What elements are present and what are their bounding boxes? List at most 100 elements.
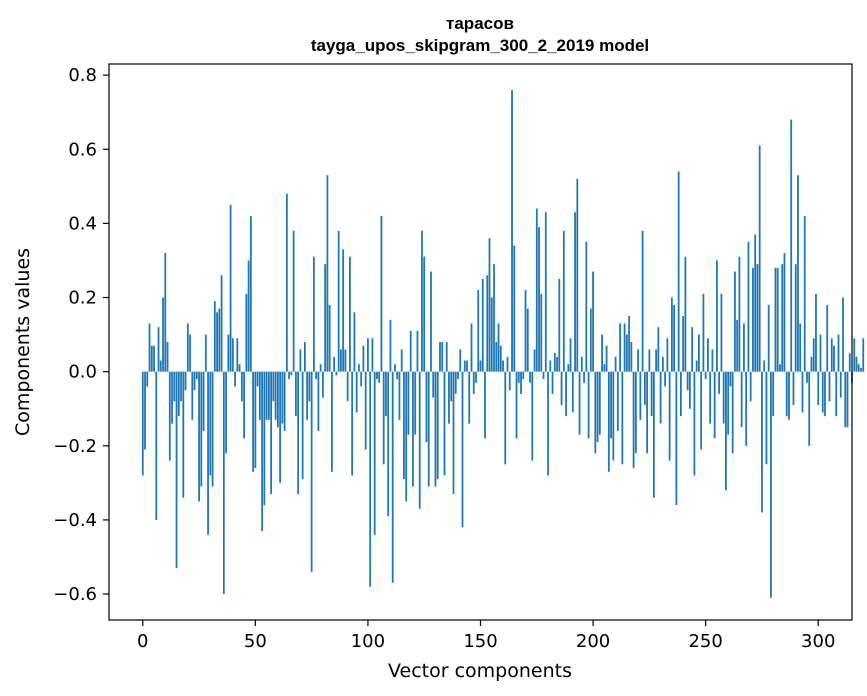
bar-114 — [398, 371, 401, 420]
bar-180 — [547, 371, 549, 476]
x-tick-label: 50 — [244, 631, 267, 652]
bar-28 — [204, 334, 207, 372]
bar-119 — [409, 330, 412, 372]
bar-265 — [738, 256, 741, 372]
bar-102 — [371, 338, 374, 372]
bar-111 — [391, 371, 394, 583]
bar-217 — [630, 342, 633, 372]
bar-312 — [844, 371, 847, 428]
bar-37 — [225, 371, 227, 454]
bar-71 — [301, 371, 304, 480]
x-tick-label: 300 — [801, 631, 835, 652]
bar-96 — [358, 364, 360, 372]
bar-208 — [610, 371, 612, 439]
bar-18 — [182, 371, 185, 498]
bar-128 — [430, 271, 432, 372]
bar-286 — [785, 371, 788, 417]
bar-319 — [860, 367, 862, 372]
bar-251 — [707, 338, 709, 372]
bar-268 — [745, 371, 748, 446]
bar-226 — [650, 371, 653, 417]
chart-title-line2: tayga_upos_skipgram_300_2_2019 model — [311, 36, 649, 55]
bar-0 — [141, 371, 144, 476]
y-tick-label: 0.0 — [68, 362, 97, 383]
bar-220 — [637, 349, 640, 372]
bar-245 — [693, 371, 696, 476]
bar-146 — [470, 323, 473, 372]
bar-17 — [180, 371, 182, 402]
bar-272 — [754, 234, 757, 372]
bar-254 — [713, 371, 716, 439]
bar-306 — [830, 338, 833, 372]
bar-197 — [585, 241, 588, 372]
bar-139 — [454, 371, 457, 394]
bar-108 — [385, 371, 387, 417]
bar-302 — [821, 371, 824, 413]
bar-93 — [351, 371, 354, 476]
bar-241 — [684, 256, 687, 372]
bar-70 — [299, 349, 302, 372]
bar-320 — [862, 338, 865, 372]
bar-304 — [826, 304, 829, 372]
bar-40 — [231, 338, 234, 372]
bar-308 — [835, 371, 838, 417]
bar-88 — [340, 349, 342, 372]
bar-256 — [718, 371, 721, 394]
bar-248 — [700, 371, 703, 450]
bar-44 — [240, 371, 243, 402]
bar-283 — [779, 364, 781, 372]
bar-8 — [159, 360, 162, 372]
bar-133 — [441, 342, 444, 372]
bar-120 — [412, 371, 414, 487]
bar-303 — [824, 371, 826, 417]
x-tick-label: 150 — [463, 631, 497, 652]
bar-276 — [763, 360, 766, 372]
bar-53 — [261, 371, 264, 532]
bar-175 — [535, 208, 538, 372]
bar-12 — [168, 371, 171, 461]
bar-158 — [497, 323, 500, 372]
bar-137 — [450, 371, 453, 402]
bar-234 — [668, 371, 671, 461]
bar-193 — [576, 178, 579, 372]
bar-77 — [315, 371, 318, 380]
bar-131 — [436, 371, 439, 480]
bar-153 — [486, 275, 489, 372]
bar-62 — [281, 371, 284, 424]
bar-183 — [553, 353, 556, 372]
bar-90 — [344, 349, 347, 372]
bar-237 — [675, 371, 678, 506]
bar-271 — [752, 267, 754, 372]
bar-121 — [414, 371, 417, 435]
bar-42 — [236, 338, 239, 372]
bar-149 — [477, 290, 480, 372]
bar-186 — [560, 371, 563, 406]
bar-269 — [747, 241, 750, 372]
bar-259 — [725, 371, 727, 491]
bar-262 — [731, 371, 734, 454]
bar-161 — [504, 371, 507, 465]
bar-224 — [646, 371, 649, 454]
bar-34 — [218, 308, 221, 372]
bar-38 — [227, 334, 230, 372]
bar-138 — [452, 371, 455, 494]
bar-5 — [153, 345, 155, 372]
bar-51 — [256, 371, 259, 387]
bar-228 — [655, 349, 658, 372]
x-tick-label: 0 — [137, 631, 148, 652]
bar-55 — [265, 371, 268, 420]
bar-141 — [459, 349, 462, 372]
bar-73 — [306, 371, 309, 420]
bar-47 — [247, 260, 250, 372]
bar-257 — [720, 293, 723, 372]
bar-87 — [337, 230, 340, 372]
bar-122 — [416, 330, 419, 372]
bar-288 — [790, 119, 793, 372]
x-tick-label: 100 — [351, 631, 385, 652]
bar-29 — [207, 371, 209, 535]
bar-97 — [360, 371, 363, 387]
bar-52 — [258, 371, 261, 420]
bar-284 — [781, 264, 784, 372]
bar-274 — [758, 145, 761, 372]
bar-166 — [515, 371, 518, 439]
